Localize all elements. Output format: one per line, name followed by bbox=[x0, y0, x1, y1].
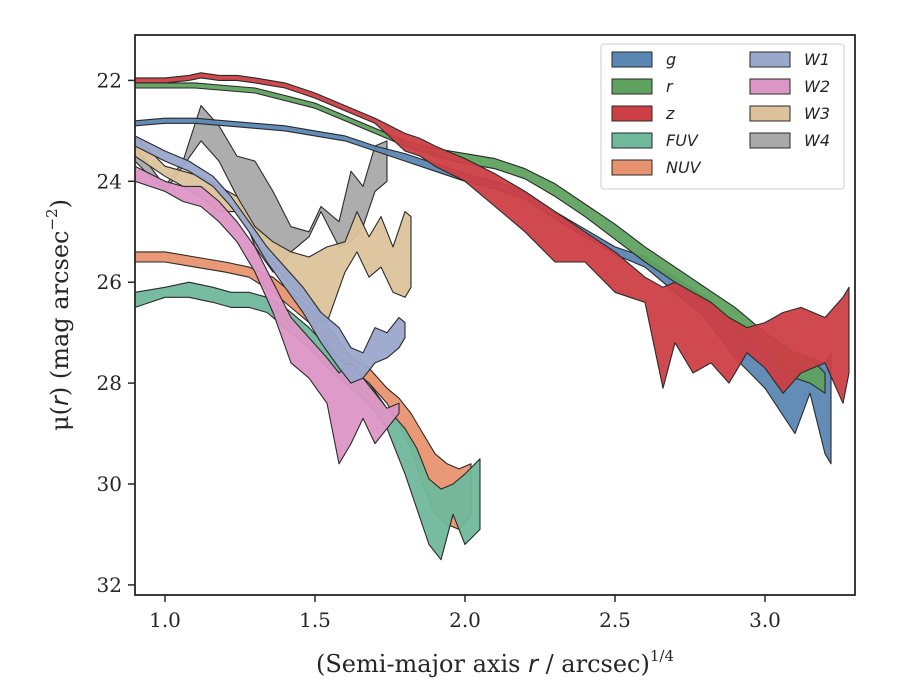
y-tick-label: 30 bbox=[97, 472, 122, 496]
plot-frame bbox=[134, 34, 856, 596]
legend-label-w3: W3 bbox=[804, 104, 830, 123]
legend-swatch-nuv bbox=[611, 159, 653, 176]
y-tick-label: 22 bbox=[97, 68, 122, 92]
legend-label-w2: W2 bbox=[804, 77, 830, 96]
profile-bands bbox=[135, 72, 850, 561]
y-tick-label: 26 bbox=[97, 270, 122, 294]
legend-swatch-w1 bbox=[749, 51, 791, 68]
legend-swatch-w4 bbox=[749, 132, 791, 149]
y-axis-label: μ(r) (mag arcsec−2) bbox=[43, 199, 74, 431]
band-z bbox=[135, 72, 850, 404]
band-w4 bbox=[135, 105, 388, 273]
legend-label-w4: W4 bbox=[804, 131, 830, 150]
band-w2 bbox=[135, 165, 400, 465]
legend-swatch-r bbox=[611, 78, 653, 95]
legend-label-w1: W1 bbox=[804, 50, 830, 69]
band-fuv bbox=[135, 281, 481, 561]
x-tick-label: 1.0 bbox=[149, 608, 181, 632]
y-axis: 22 24 26 28 30 32 bbox=[97, 68, 135, 597]
x-axis: 1.0 1.5 2.0 2.5 3.0 bbox=[149, 595, 781, 632]
x-tick-label: 1.5 bbox=[299, 608, 331, 632]
legend: grz FUV NUV W1 W2 W3 W4 bbox=[600, 43, 845, 190]
legend-swatch-fuv bbox=[611, 132, 653, 149]
x-axis-label: (Semi-major axis r / arcsec)1/4 bbox=[316, 647, 674, 678]
legend-label-fuv: FUV bbox=[666, 131, 699, 150]
y-tick-label: 32 bbox=[97, 573, 122, 597]
legend-label-r: r bbox=[666, 77, 674, 96]
legend-swatch-g bbox=[611, 51, 653, 68]
legend-label-g: g bbox=[666, 50, 676, 69]
x-tick-label: 3.0 bbox=[749, 608, 781, 632]
legend-swatch-w2 bbox=[749, 78, 791, 95]
band-w1 bbox=[135, 135, 406, 384]
y-tick-label: 24 bbox=[97, 169, 122, 193]
x-tick-label: 2.0 bbox=[449, 608, 481, 632]
x-tick-label: 2.5 bbox=[599, 608, 631, 632]
legend-swatch-z bbox=[611, 105, 653, 122]
y-tick-label: 28 bbox=[97, 371, 122, 395]
legend-label-nuv: NUV bbox=[666, 158, 702, 177]
legend-label-z: z bbox=[665, 104, 675, 123]
legend-swatch-w3 bbox=[749, 105, 791, 122]
